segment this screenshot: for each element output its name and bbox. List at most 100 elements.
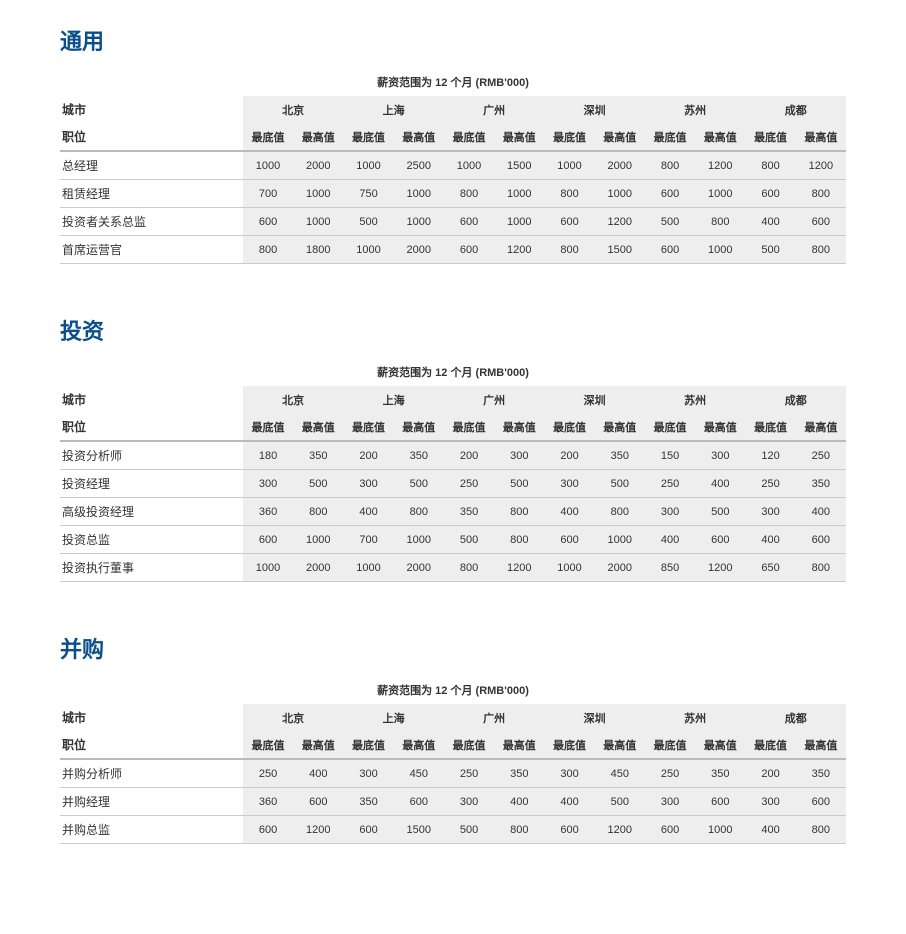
cell: 600 [796, 788, 846, 816]
cell: 1000 [343, 554, 393, 582]
cell: 1000 [695, 236, 745, 264]
subheader-low: 最底值 [444, 123, 494, 151]
cell: 1200 [293, 816, 343, 844]
cell: 1000 [343, 236, 393, 264]
cell: 800 [444, 180, 494, 208]
row-label: 总经理 [60, 151, 243, 180]
cell: 300 [695, 441, 745, 470]
cell: 650 [745, 554, 795, 582]
cell: 2000 [293, 151, 343, 180]
subheader-high: 最高值 [494, 731, 544, 759]
cell: 400 [745, 208, 795, 236]
subheader-low: 最底值 [645, 731, 695, 759]
city-header: 苏州 [645, 386, 746, 413]
cell: 1000 [293, 526, 343, 554]
cell: 800 [544, 236, 594, 264]
city-header: 广州 [444, 704, 545, 731]
cell: 250 [645, 470, 695, 498]
cell: 2000 [394, 554, 444, 582]
cell: 500 [645, 208, 695, 236]
city-header: 上海 [343, 96, 444, 123]
header-position-label: 职位 [60, 413, 243, 441]
section-0: 通用薪资范围为 12 个月 (RMB'000)城市北京上海广州深圳苏州成都职位最… [60, 24, 846, 264]
row-label: 投资者关系总监 [60, 208, 243, 236]
cell: 800 [444, 554, 494, 582]
section-1: 投资薪资范围为 12 个月 (RMB'000)城市北京上海广州深圳苏州成都职位最… [60, 314, 846, 582]
header-city-label: 城市 [60, 704, 243, 731]
cell: 350 [796, 759, 846, 788]
cell: 1000 [494, 180, 544, 208]
city-header: 成都 [745, 704, 846, 731]
table-row: 并购分析师25040030045025035030045025035020035… [60, 759, 846, 788]
cell: 400 [745, 816, 795, 844]
cell: 300 [745, 788, 795, 816]
cell: 500 [444, 816, 494, 844]
subheader-high: 最高值 [494, 413, 544, 441]
subheader-high: 最高值 [394, 731, 444, 759]
cell: 2000 [595, 554, 645, 582]
city-header: 广州 [444, 96, 545, 123]
cell: 600 [394, 788, 444, 816]
cell: 1200 [494, 236, 544, 264]
subheader-high: 最高值 [695, 413, 745, 441]
subheader-low: 最底值 [544, 731, 594, 759]
cell: 1000 [394, 180, 444, 208]
cell: 1200 [595, 208, 645, 236]
cell: 350 [595, 441, 645, 470]
cell: 1500 [494, 151, 544, 180]
subheader-low: 最底值 [745, 123, 795, 151]
subheader-low: 最底值 [343, 123, 393, 151]
cell: 150 [645, 441, 695, 470]
cell: 800 [695, 208, 745, 236]
cell: 200 [745, 759, 795, 788]
cell: 500 [595, 788, 645, 816]
cell: 250 [444, 470, 494, 498]
cell: 400 [796, 498, 846, 526]
cell: 300 [645, 498, 695, 526]
table-row: 并购总监600120060015005008006001200600100040… [60, 816, 846, 844]
cell: 600 [645, 180, 695, 208]
cell: 300 [745, 498, 795, 526]
row-label: 高级投资经理 [60, 498, 243, 526]
table-row: 高级投资经理3608004008003508004008003005003004… [60, 498, 846, 526]
city-header: 成都 [745, 386, 846, 413]
cell: 2000 [595, 151, 645, 180]
subheader-high: 最高值 [595, 123, 645, 151]
cell: 1200 [695, 554, 745, 582]
cell: 1000 [544, 554, 594, 582]
subheader-high: 最高值 [595, 413, 645, 441]
cell: 400 [494, 788, 544, 816]
cell: 850 [645, 554, 695, 582]
subheader-low: 最底值 [544, 123, 594, 151]
cell: 800 [645, 151, 695, 180]
section-title: 并购 [60, 632, 846, 664]
cell: 800 [494, 498, 544, 526]
table-caption: 薪资范围为 12 个月 (RMB'000) [60, 682, 846, 698]
cell: 600 [745, 180, 795, 208]
city-header: 深圳 [544, 386, 645, 413]
cell: 500 [745, 236, 795, 264]
cell: 250 [444, 759, 494, 788]
cell: 600 [695, 526, 745, 554]
cell: 1500 [394, 816, 444, 844]
cell: 800 [796, 554, 846, 582]
subheader-high: 最高值 [796, 731, 846, 759]
subheader-low: 最底值 [343, 731, 393, 759]
table-row: 投资执行董事1000200010002000800120010002000850… [60, 554, 846, 582]
cell: 350 [293, 441, 343, 470]
cell: 300 [343, 759, 393, 788]
row-label: 投资经理 [60, 470, 243, 498]
city-header: 北京 [243, 704, 344, 731]
row-label: 并购经理 [60, 788, 243, 816]
cell: 600 [243, 208, 293, 236]
cell: 1000 [394, 526, 444, 554]
cell: 400 [695, 470, 745, 498]
cell: 700 [243, 180, 293, 208]
cell: 400 [293, 759, 343, 788]
cell: 1000 [444, 151, 494, 180]
cell: 300 [343, 470, 393, 498]
header-city-label: 城市 [60, 386, 243, 413]
section-2: 并购薪资范围为 12 个月 (RMB'000)城市北京上海广州深圳苏州成都职位最… [60, 632, 846, 844]
cell: 350 [796, 470, 846, 498]
cell: 600 [544, 208, 594, 236]
